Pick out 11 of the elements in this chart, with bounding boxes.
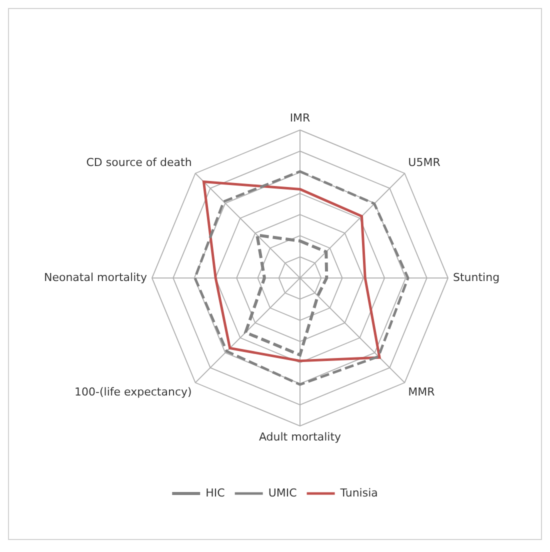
spoke-label: 100-(life expectancy) [74, 386, 192, 399]
spoke-label: CD source of death [86, 156, 192, 170]
legend-label: HIC [206, 486, 226, 500]
spoke-label: Adult mortality [258, 430, 342, 444]
spoke-label: Neonatal mortality [44, 270, 148, 284]
legend-label: UMIC [268, 486, 298, 500]
spoke-label: MMR [408, 386, 436, 399]
spoke-label: Stunting [453, 270, 500, 284]
legend-label: Tunisia [339, 486, 378, 500]
spoke-label: U5MR [408, 156, 441, 170]
spoke-label: IMR [290, 111, 311, 124]
